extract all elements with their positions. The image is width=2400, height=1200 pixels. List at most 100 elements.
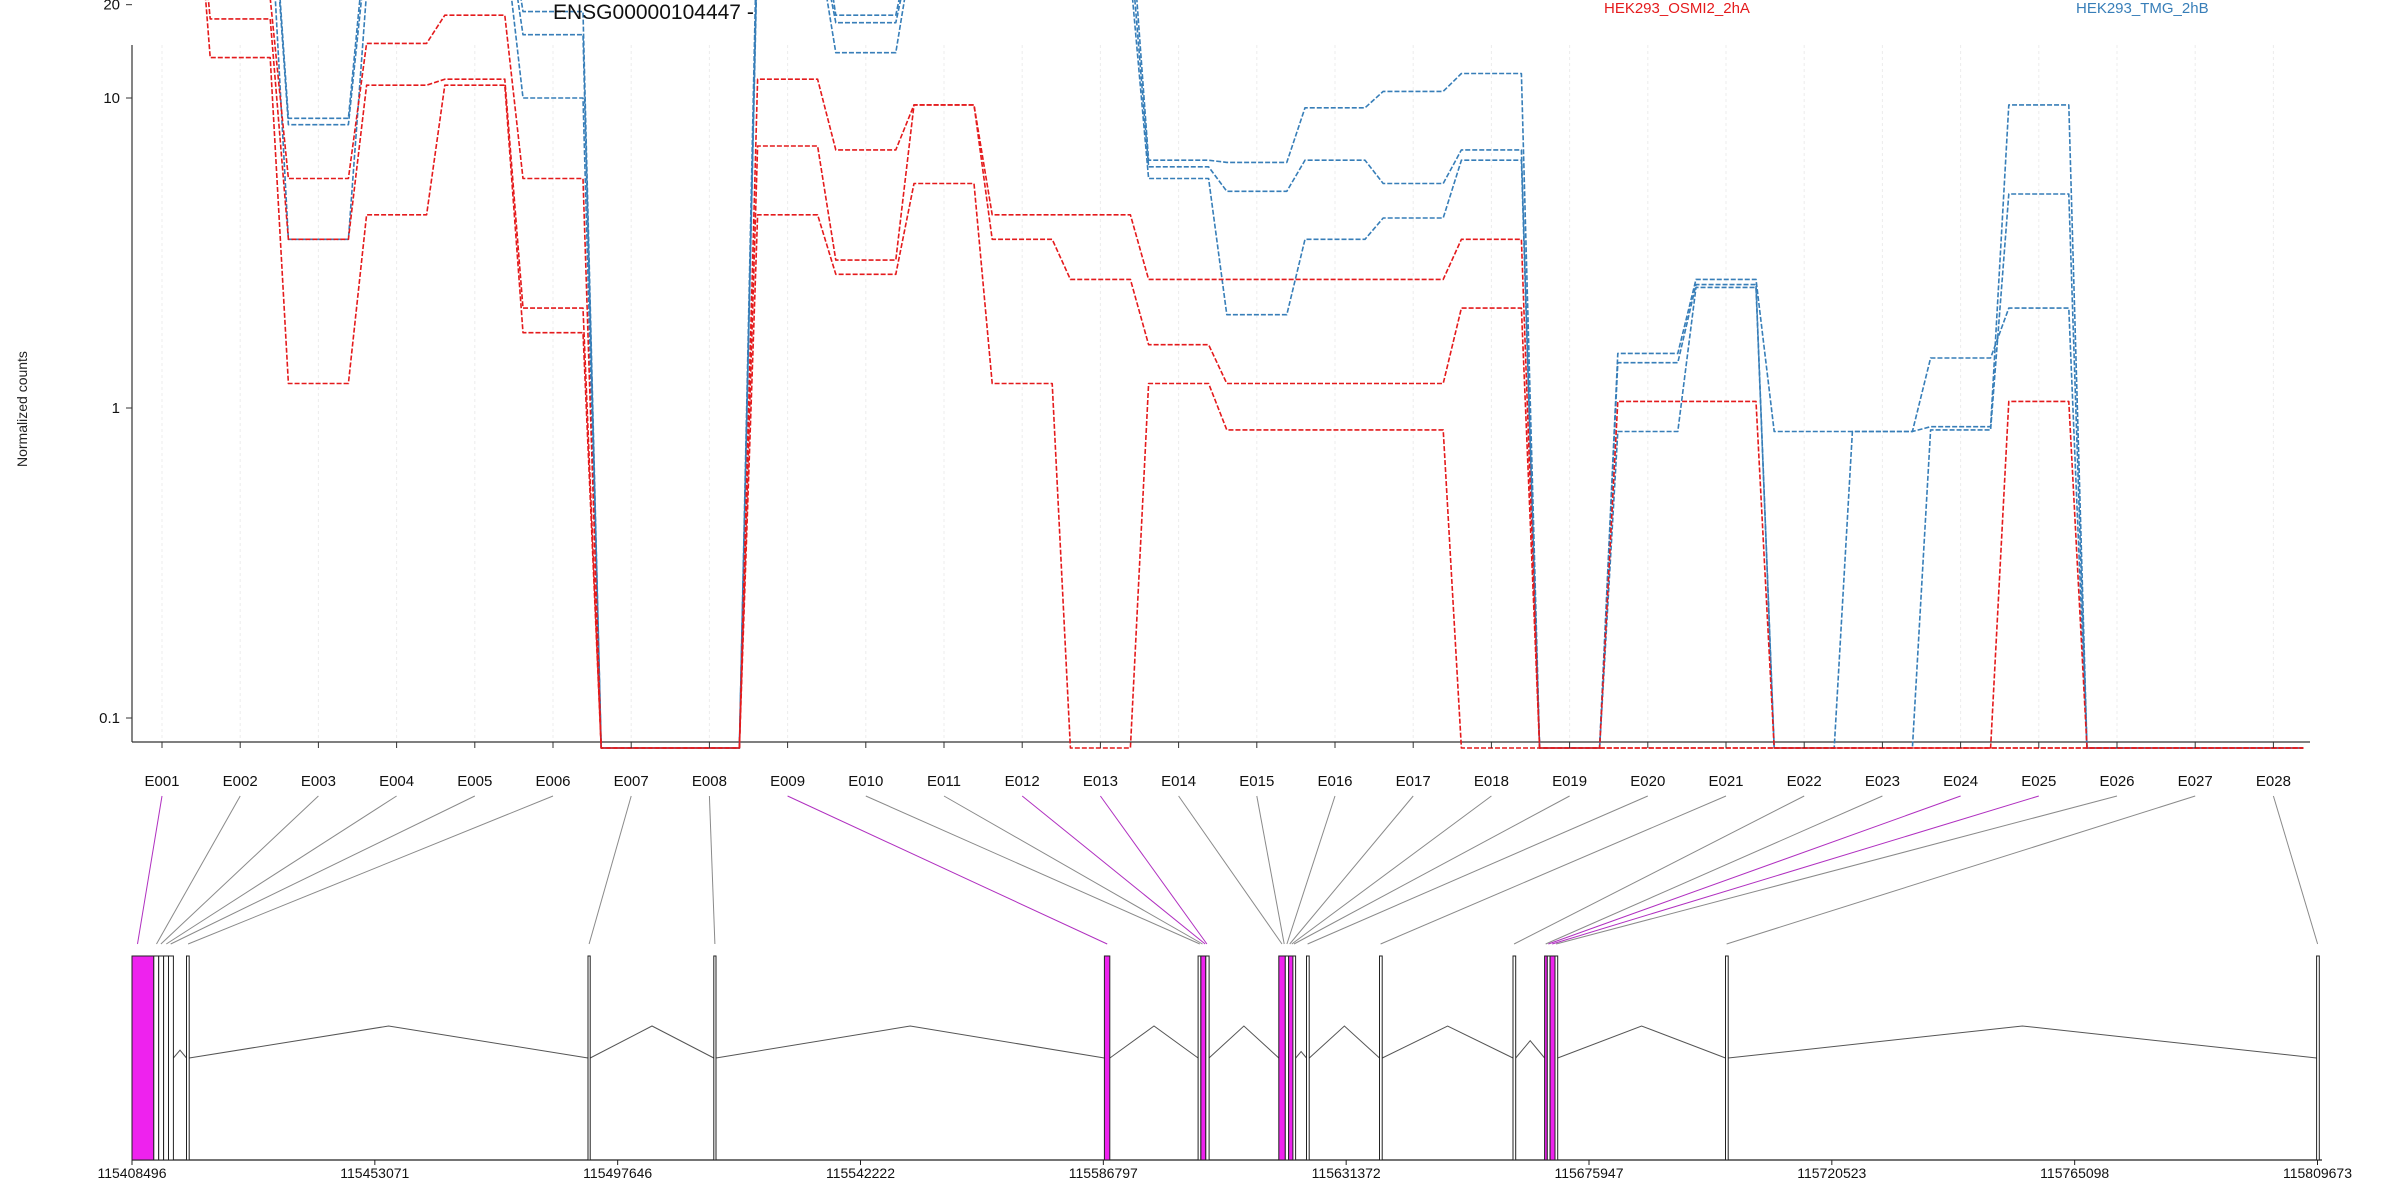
x-tick-label: E009 [770, 773, 805, 790]
intron-line [189, 1025, 589, 1059]
connector-line [2272, 795, 2319, 945]
connector-line [160, 795, 319, 945]
connector-line [1555, 795, 2118, 945]
vertical-gridlines [161, 45, 2274, 742]
intron-line [715, 1025, 1105, 1059]
x-tick-label: E017 [1396, 773, 1431, 790]
coordinate-tick-label: 115542222 [826, 1165, 895, 1181]
exon-block [168, 955, 174, 1161]
series-line [274, 0, 2304, 749]
x-tick-label: E013 [1083, 773, 1118, 790]
coordinate-tick-label: 115408496 [97, 1165, 166, 1181]
connector-line [588, 795, 632, 945]
coordinate-tick-label: 115675947 [1554, 1165, 1623, 1181]
x-tick-label: E007 [614, 773, 649, 790]
exon-block [1379, 955, 1383, 1161]
legend-entry-tmg: HEK293_TMG_2hB [2076, 0, 2209, 17]
connector-line [708, 795, 716, 945]
x-tick-label: E003 [301, 773, 336, 790]
connector-line [943, 795, 1203, 945]
intron-line [1208, 1025, 1280, 1059]
coordinate-tick-label: 115586797 [1069, 1165, 1138, 1181]
y-axis-label: Normalized counts [14, 351, 30, 467]
exon-block [153, 955, 160, 1161]
series-line [207, 0, 2304, 749]
coordinate-tick-label: 115809673 [2283, 1165, 2352, 1181]
intron-line [1109, 1025, 1199, 1059]
exon-block-highlighted [1278, 955, 1286, 1161]
exon-block [1292, 955, 1297, 1161]
exon-block-highlighted [1200, 955, 1207, 1161]
series-line [278, 0, 2304, 749]
coordinate-tick-label: 115720523 [1797, 1165, 1866, 1181]
x-tick-label: E004 [379, 773, 414, 790]
x-tick-label: E008 [692, 773, 727, 790]
exon-block [1205, 955, 1210, 1161]
connector-line [1380, 795, 1727, 945]
exon-block [1554, 955, 1559, 1161]
intron-line [1515, 1039, 1545, 1059]
exon-block [163, 955, 170, 1161]
intron-line [1382, 1025, 1514, 1059]
connector-line [1178, 795, 1283, 945]
connector-line [1545, 795, 1883, 945]
coordinate-tick-label: 115497646 [583, 1165, 652, 1181]
x-tick-label: E028 [2256, 773, 2291, 790]
x-tick-label: E027 [2178, 773, 2213, 790]
x-tick-label: E011 [927, 773, 961, 790]
y-tick-label: 1 [112, 400, 120, 417]
exon-block [1512, 955, 1517, 1161]
exon-block [1197, 955, 1202, 1161]
connector-line [170, 795, 476, 945]
exon-block [186, 955, 190, 1161]
connector-line [187, 795, 554, 945]
x-tick-label: E012 [1005, 773, 1040, 790]
y-tick-label: 20 [103, 0, 120, 14]
series-line [279, 0, 2304, 749]
exon-block [1725, 955, 1729, 1161]
legend-entry-osmi2: HEK293_OSMI2_2hA [1604, 0, 1750, 17]
intron-line [173, 1049, 187, 1059]
exon-block [713, 955, 717, 1161]
x-tick-label: E002 [223, 773, 258, 790]
intron-line [589, 1025, 715, 1059]
exon-block [1306, 955, 1310, 1161]
connector-line [1307, 795, 1648, 945]
x-tick-label: E025 [2021, 773, 2056, 790]
connector-line [1293, 795, 1570, 945]
x-tick-label: E021 [1708, 773, 1743, 790]
connector-line [1291, 795, 1492, 945]
x-tick-label: E024 [1943, 773, 1978, 790]
x-tick-label: E026 [2099, 773, 2134, 790]
connector-line [156, 795, 241, 945]
x-tick-label: E022 [1787, 773, 1822, 790]
chart-title: ENSG00000104447 - [553, 1, 754, 24]
intron-line [1557, 1025, 1726, 1059]
series-line [204, 0, 2304, 749]
exon-block [587, 955, 591, 1161]
connector-line-highlighted [137, 795, 163, 945]
connector-line-highlighted [1552, 795, 2039, 945]
gene-model: 115408496 115453071 115497646 115542222 1155… [97, 955, 2352, 1181]
exon-block-highlighted [1288, 955, 1294, 1161]
exon-tick-labels: E001 E002 E003 E004 E005 E006 E007 E008 E009 E010… [144, 742, 2291, 790]
coordinate-tick-label: 115765098 [2040, 1165, 2109, 1181]
exon-block-highlighted [1103, 955, 1111, 1161]
exon-block [158, 955, 165, 1161]
connector-line [1286, 795, 1336, 945]
x-tick-label: E005 [457, 773, 492, 790]
x-tick-label: E010 [848, 773, 883, 790]
count-plot-axes: 1005030201010.1 [99, 0, 2310, 743]
connector-line [166, 795, 397, 945]
exon-block-highlighted [1549, 955, 1556, 1161]
series-line [269, 0, 2304, 749]
connector-line-highlighted [1021, 795, 1206, 945]
intron-line [1728, 1025, 2317, 1059]
coordinate-tick-label: 115453071 [340, 1165, 409, 1181]
series-lines [204, 0, 2304, 749]
x-tick-label: E023 [1865, 773, 1900, 790]
x-tick-label: E018 [1474, 773, 1509, 790]
connector-line [1289, 795, 1414, 945]
x-tick-label: E020 [1630, 773, 1665, 790]
